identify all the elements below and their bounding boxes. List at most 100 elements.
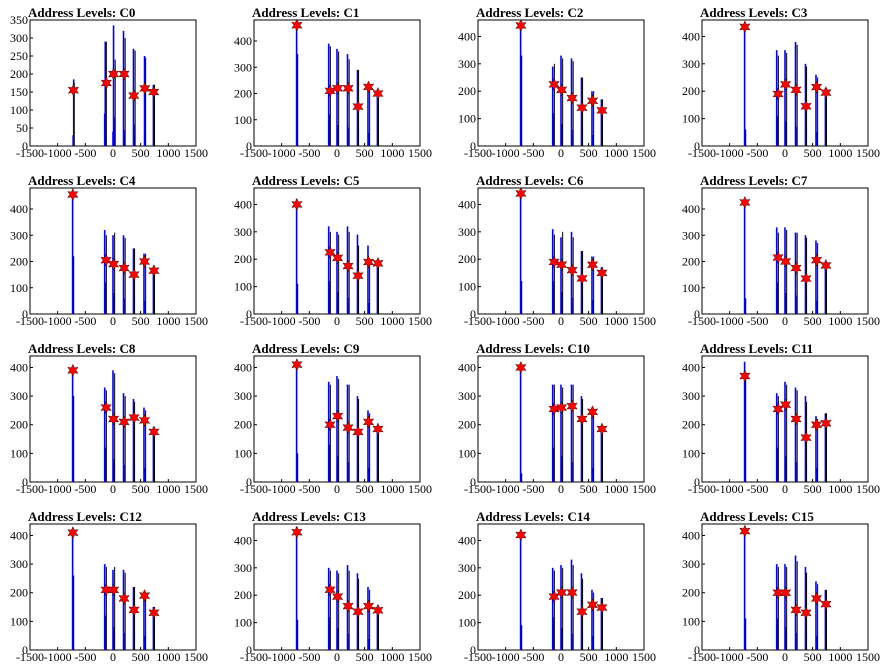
x-tick-label: -1000: [268, 482, 296, 496]
y-tick-label: 400: [10, 528, 28, 542]
x-tick-label: 1000: [380, 314, 404, 328]
star-marker: [779, 398, 792, 412]
x-tick-label: -1500: [16, 650, 44, 664]
chart-panel: Address Levels: C13 0 100 200 300 400 -1500 -10…: [234, 509, 432, 664]
y-tick-label: 200: [458, 588, 476, 602]
y-tick-label: 400: [234, 360, 252, 374]
y-tick-label: 0: [22, 643, 28, 657]
y-tick-label: 0: [694, 475, 700, 489]
y-tick-label: 300: [234, 561, 252, 575]
x-tick-label: 1000: [828, 146, 852, 160]
x-tick-label: 1500: [632, 146, 656, 160]
chart-title: Address Levels: C11: [700, 341, 813, 356]
x-tick-label: 500: [580, 146, 598, 160]
star-marker: [342, 259, 354, 273]
star-marker: [515, 186, 527, 200]
y-tick-label: 300: [458, 57, 476, 71]
star-marker: [118, 261, 130, 275]
chart-title: Address Levels: C2: [476, 5, 583, 20]
x-tick-label: 500: [580, 482, 598, 496]
x-tick-label: 0: [110, 650, 116, 664]
star-marker: [342, 599, 354, 613]
y-tick-label: 400: [10, 360, 28, 374]
y-tick-label: 100: [682, 614, 700, 628]
x-tick-label: 500: [132, 650, 150, 664]
y-tick-label: 200: [234, 588, 252, 602]
star-marker: [790, 83, 802, 97]
y-tick-label: 350: [10, 13, 28, 27]
x-tick-label: 0: [334, 650, 340, 664]
chart-panel: Address Levels: C12 0 100 200 300 400 -1500 -10…: [10, 509, 208, 664]
x-tick-label: 0: [558, 650, 564, 664]
star-marker: [576, 605, 588, 619]
y-tick-label: 300: [10, 557, 28, 571]
x-tick-label: 500: [356, 314, 374, 328]
x-tick-label: -500: [298, 146, 320, 160]
chart-panel: Address Levels: C15 0 100 200 300 400 -1500 -10…: [682, 509, 880, 664]
star-marker: [555, 258, 568, 272]
star-marker: [576, 271, 588, 285]
star-marker: [362, 80, 375, 94]
chart-panel: Address Levels: C0 0 50 100 150 200 250 300 350 -…: [10, 5, 208, 160]
chart-title: Address Levels: C1: [252, 5, 359, 20]
y-tick-label: 0: [470, 139, 476, 153]
star-marker: [324, 583, 336, 597]
y-tick-label: 400: [10, 202, 28, 216]
y-tick-label: 200: [682, 418, 700, 432]
y-tick-label: 200: [10, 67, 28, 81]
star-marker: [107, 257, 120, 271]
star-marker: [342, 421, 354, 435]
x-tick-label: 500: [132, 482, 150, 496]
x-tick-label: -1000: [492, 314, 520, 328]
y-tick-label: 0: [694, 643, 700, 657]
x-tick-label: 1000: [604, 314, 628, 328]
y-tick-label: 300: [458, 225, 476, 239]
star-marker: [772, 586, 784, 600]
x-tick-label: 500: [356, 650, 374, 664]
star-marker: [291, 358, 303, 372]
x-tick-label: -1500: [688, 314, 716, 328]
star-marker: [352, 425, 364, 439]
star-marker: [820, 258, 832, 272]
y-tick-label: 200: [458, 418, 476, 432]
star-marker: [372, 87, 384, 100]
star-marker: [800, 272, 812, 286]
x-tick-label: 500: [580, 314, 598, 328]
x-tick-label: -500: [74, 482, 96, 496]
chart-title: Address Levels: C12: [28, 509, 142, 524]
x-tick-label: 1000: [604, 482, 628, 496]
star-marker: [586, 258, 599, 272]
star-marker: [820, 597, 832, 611]
star-marker: [739, 195, 751, 209]
chart-title: Address Levels: C0: [28, 5, 135, 20]
x-tick-label: 1500: [632, 650, 656, 664]
y-tick-label: 100: [234, 616, 252, 630]
x-tick-label: -1000: [44, 314, 72, 328]
x-tick-label: -500: [746, 650, 768, 664]
y-tick-label: 0: [470, 643, 476, 657]
x-tick-label: 1000: [156, 314, 180, 328]
star-marker: [596, 266, 608, 280]
star-marker: [779, 77, 792, 91]
star-marker: [100, 76, 112, 90]
star-marker: [372, 422, 384, 436]
x-tick-label: -500: [522, 650, 544, 664]
star-marker: [790, 603, 802, 617]
star-marker: [138, 255, 151, 268]
star-marker: [596, 422, 608, 436]
y-tick-label: 0: [246, 139, 252, 153]
chart-panel: Address Levels: C10 0 100 200 300 400 -1500 -10…: [458, 341, 656, 496]
y-tick-label: 400: [458, 197, 476, 211]
star-marker: [128, 268, 140, 282]
chart-panel: Address Levels: C1 0 100 200 300 400 -1500 -100…: [234, 5, 432, 160]
y-tick-label: 0: [694, 139, 700, 153]
star-marker: [372, 603, 384, 617]
x-tick-label: -1000: [268, 146, 296, 160]
y-tick-label: 0: [246, 307, 252, 321]
star-marker: [586, 94, 599, 108]
y-tick-label: 300: [682, 557, 700, 571]
star-marker: [362, 599, 375, 613]
x-tick-label: 0: [110, 146, 116, 160]
x-tick-label: 0: [558, 314, 564, 328]
y-tick-label: 400: [458, 533, 476, 547]
